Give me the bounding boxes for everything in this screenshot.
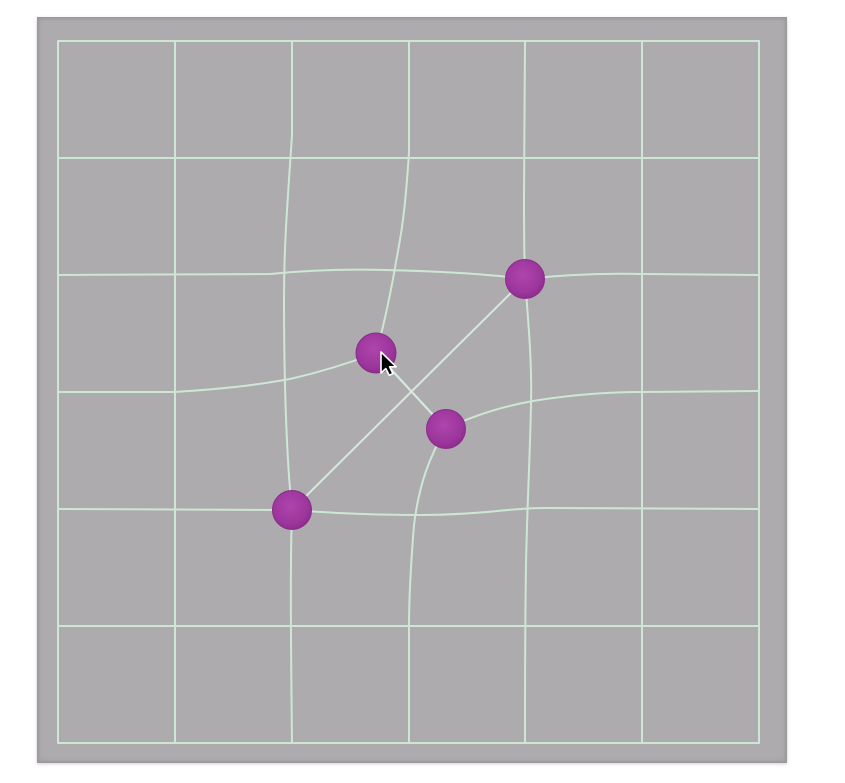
grid-line-h-line-4-through-nodes-a-c [57, 352, 760, 430]
grid-line-v-line-3-through-node-d [283, 40, 293, 744]
mouse-cursor-icon [380, 351, 397, 377]
edge-b-d [291, 278, 526, 511]
mass-node-c[interactable] [426, 409, 466, 449]
mass-node-b[interactable] [505, 259, 545, 299]
mass-nodes [272, 259, 545, 530]
mass-node-d[interactable] [272, 490, 312, 530]
warped-grid [57, 40, 760, 744]
grid-line-v-line-5-through-node-b [523, 40, 533, 744]
grid-line-h-line-5-through-node-d [57, 507, 760, 516]
mass-edges [291, 278, 526, 511]
grid-line-h-line-3-through-node-b [57, 268, 760, 280]
